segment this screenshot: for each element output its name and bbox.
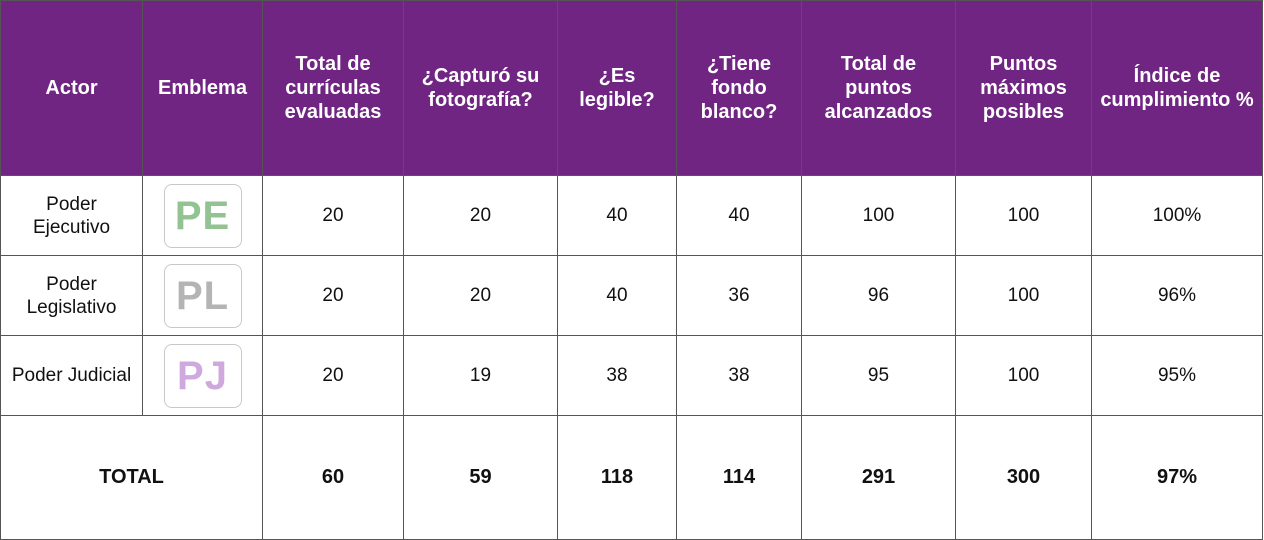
header-cell: ¿Tiene fondo blanco? [676, 0, 802, 176]
total-label: TOTAL [0, 415, 263, 540]
value-cell: 96% [1091, 255, 1263, 336]
value-cell: 20 [262, 175, 404, 256]
value-cell: 20 [403, 255, 558, 336]
actor-cell: Poder Ejecutivo [0, 175, 143, 256]
header-cell: Total de puntos alcanzados [801, 0, 956, 176]
data-row: Poder Legislativo PL 20 20 40 36 96 100 96% [0, 255, 1263, 336]
value-cell: 20 [262, 335, 404, 416]
header-cell: Total de currículas evaluadas [262, 0, 404, 176]
emblem: PE [163, 183, 242, 248]
value-cell: 36 [676, 255, 802, 336]
header-cell: Índice de cumplimiento % [1091, 0, 1263, 176]
value-cell: 20 [262, 255, 404, 336]
value-cell: 19 [403, 335, 558, 416]
total-cell: 291 [801, 415, 956, 540]
actor-cell: Poder Judicial [0, 335, 143, 416]
emblem-cell: PJ [142, 335, 263, 416]
value-cell: 95 [801, 335, 956, 416]
value-cell: 40 [557, 175, 677, 256]
header-cell: Actor [0, 0, 143, 176]
value-cell: 100% [1091, 175, 1263, 256]
value-cell: 100 [801, 175, 956, 256]
total-cell: 118 [557, 415, 677, 540]
value-cell: 20 [403, 175, 558, 256]
data-row: Poder Judicial PJ 20 19 38 38 95 100 95% [0, 335, 1263, 416]
header-row: Actor Emblema Total de currículas evaluada… [0, 0, 1263, 176]
data-row: Poder Ejecutivo PE 20 20 40 40 100 100 100% [0, 175, 1263, 256]
value-cell: 40 [557, 255, 677, 336]
emblem-cell: PL [142, 255, 263, 336]
value-cell: 96 [801, 255, 956, 336]
header-cell: ¿Capturó su fotografía? [403, 0, 558, 176]
value-cell: 38 [557, 335, 677, 416]
value-cell: 100 [955, 175, 1092, 256]
total-cell: 97% [1091, 415, 1263, 540]
actor-cell: Poder Legislativo [0, 255, 143, 336]
total-cell: 300 [955, 415, 1092, 540]
value-cell: 40 [676, 175, 802, 256]
header-cell: ¿Es legible? [557, 0, 677, 176]
value-cell: 100 [955, 255, 1092, 336]
emblem-cell: PE [142, 175, 263, 256]
header-cell: Emblema [142, 0, 263, 176]
total-row: TOTAL 60 59 118 114 291 300 97% [0, 415, 1263, 540]
total-cell: 60 [262, 415, 404, 540]
value-cell: 95% [1091, 335, 1263, 416]
header-cell: Puntos máximos posibles [955, 0, 1092, 176]
emblem: PJ [163, 343, 242, 408]
emblem: PL [163, 263, 242, 328]
value-cell: 38 [676, 335, 802, 416]
total-cell: 59 [403, 415, 558, 540]
value-cell: 100 [955, 335, 1092, 416]
total-cell: 114 [676, 415, 802, 540]
